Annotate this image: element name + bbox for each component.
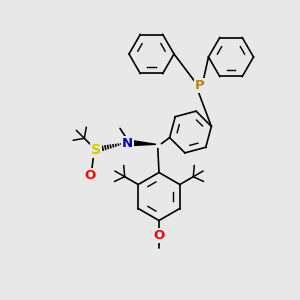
Text: O: O — [153, 229, 165, 242]
Text: N: N — [122, 137, 133, 150]
Text: P: P — [195, 79, 204, 92]
Polygon shape — [132, 141, 156, 146]
Text: O: O — [84, 169, 96, 182]
Text: S: S — [91, 143, 101, 157]
